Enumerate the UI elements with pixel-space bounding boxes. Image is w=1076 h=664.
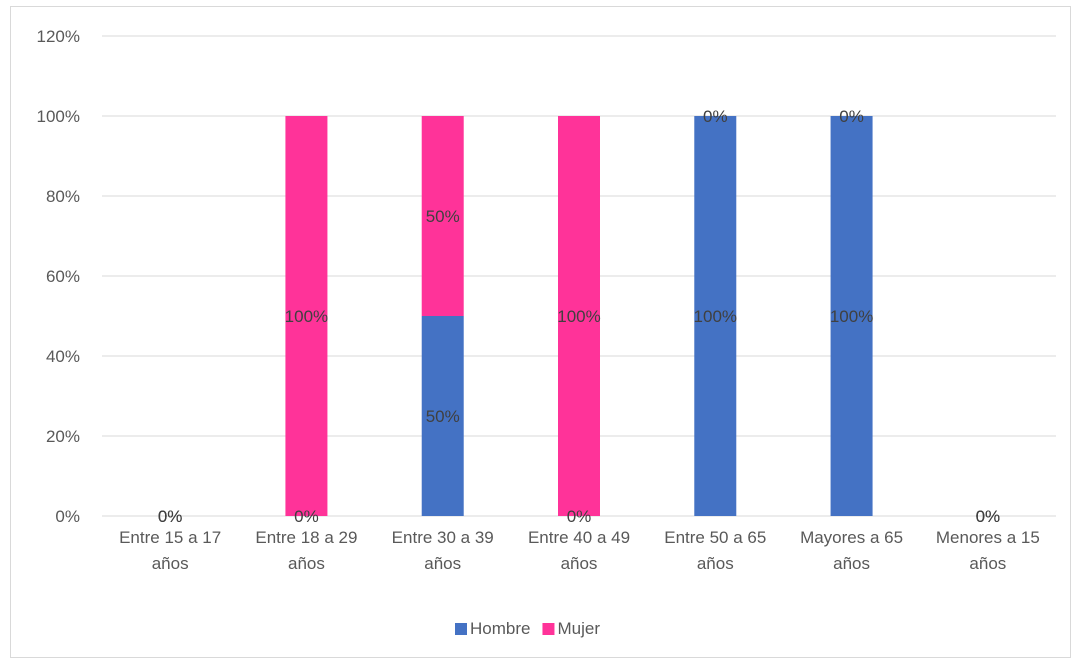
x-tick-label: Mayores a 65	[800, 528, 903, 547]
bar-mujer	[558, 116, 600, 516]
y-tick-label: 80%	[46, 187, 80, 206]
legend: Hombre Mujer	[455, 619, 600, 638]
data-label-mujer: 100%	[557, 307, 600, 326]
data-label-mujer: 0%	[839, 107, 864, 126]
x-tick-label: años	[152, 554, 189, 573]
bar-hombre	[830, 116, 873, 516]
y-tick-label: 100%	[37, 107, 80, 126]
data-label-hombre: 0%	[158, 507, 183, 526]
data-label-mujer: 0%	[703, 107, 728, 126]
y-tick-label: 40%	[46, 347, 80, 366]
legend-swatch-mujer	[542, 623, 555, 635]
chart-frame	[10, 6, 1071, 658]
x-tick-label: años	[424, 554, 461, 573]
data-label-hombre: 100%	[830, 307, 873, 326]
x-tick-label: años	[969, 554, 1006, 573]
x-tick-label: años	[697, 554, 734, 573]
x-tick-label: Entre 15 a 17	[119, 528, 221, 547]
legend-swatch-hombre	[455, 623, 467, 635]
bars	[285, 116, 873, 516]
y-tick-label: 60%	[46, 267, 80, 286]
data-label-hombre: 0%	[976, 507, 1001, 526]
data-label-mujer: 0%	[158, 507, 183, 526]
bar-hombre	[694, 116, 737, 516]
data-label-hombre: 50%	[426, 407, 460, 426]
x-tick-label: Entre 40 a 49	[528, 528, 630, 547]
x-tick-label: años	[833, 554, 870, 573]
y-axis: 0% 20% 40% 60% 80% 100% 120%	[37, 27, 80, 526]
x-tick-label: Entre 18 a 29	[255, 528, 357, 547]
data-label-hombre: 0%	[294, 507, 319, 526]
x-tick-label: años	[288, 554, 325, 573]
data-label-mujer: 50%	[426, 207, 460, 226]
legend-label-mujer: Mujer	[557, 619, 600, 638]
x-tick-label: Entre 30 a 39	[392, 528, 494, 547]
bar-mujer	[285, 116, 328, 516]
data-label-hombre: 0%	[567, 507, 592, 526]
legend-label-hombre: Hombre	[470, 619, 530, 638]
x-tick-label: Menores a 15	[936, 528, 1040, 547]
x-tick-label: años	[561, 554, 598, 573]
y-tick-label: 0%	[55, 507, 80, 526]
y-tick-label: 20%	[46, 427, 80, 446]
x-tick-label: Entre 50 a 65	[664, 528, 766, 547]
data-label-mujer: 100%	[285, 307, 328, 326]
bar-hombre	[421, 316, 464, 516]
bar-mujer	[421, 116, 464, 316]
data-label-hombre: 100%	[694, 307, 737, 326]
data-labels: 0%0% 0%100%50%50%0%100% 100%0%100%0%0%0%	[158, 107, 1000, 526]
x-axis: Entre 15 a 17 años Entre 18 a 29 años Entre …	[119, 528, 1040, 573]
data-label-mujer: 0%	[976, 507, 1001, 526]
y-tick-label: 120%	[37, 27, 80, 46]
